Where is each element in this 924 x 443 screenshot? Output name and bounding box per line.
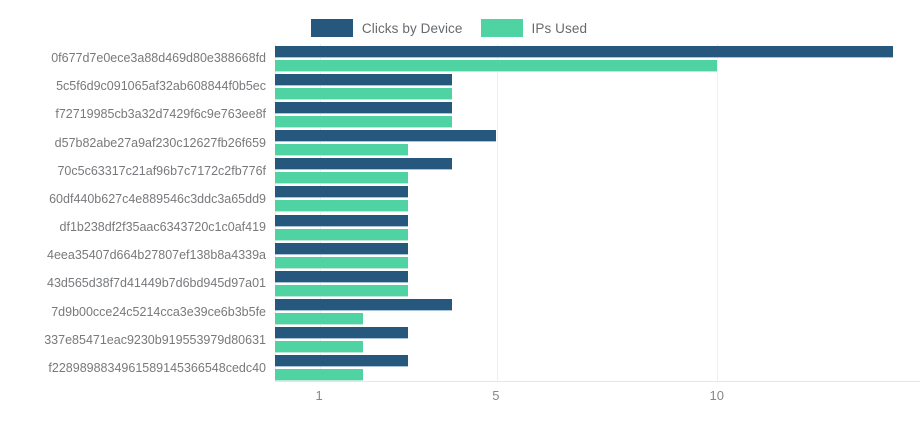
bar-group — [275, 354, 920, 382]
category-label: 337e85471eac9230b919553979d80631 — [44, 332, 266, 347]
category-label: 60df440b627c4e889546c3ddc3a65dd9 — [49, 191, 266, 206]
legend-item-clicks-by-device[interactable]: Clicks by Device — [310, 19, 463, 37]
clicks-by-device-bar[interactable] — [275, 158, 452, 170]
chart-row: f72719985cb3a32d7429f6c9e763ee8f — [0, 100, 920, 128]
ips-used-bar[interactable] — [275, 200, 408, 212]
ips-used-label: IPs Used — [531, 20, 588, 36]
category-label: f2289898834961589145366548cedc40 — [48, 360, 266, 375]
category-label: 5c5f6d9c091065af32ab608844f0b5ec — [56, 79, 266, 94]
bar-group — [275, 157, 920, 185]
category-label: 70c5c63317c21af96b7c7172c2fb776f — [57, 163, 266, 178]
bar-group — [275, 241, 920, 269]
ips-used-bar[interactable] — [275, 144, 408, 156]
ips-used-swatch — [480, 19, 523, 37]
gridline-x-5 — [496, 44, 498, 381]
plot-area — [275, 44, 920, 382]
bar-group — [275, 185, 920, 213]
clicks-by-device-label: Clicks by Device — [361, 20, 463, 36]
chart-rows: 0f677d7e0ece3a88d469d80e388668fd 5c5f6d9c… — [0, 44, 920, 382]
chart-row: 43d565d38f7d41449b7d6bd945d97a01 — [0, 269, 920, 297]
chart-row: df1b238df2f35aac6343720c1c0af419 — [0, 213, 920, 241]
chart-row: 337e85471eac9230b919553979d80631 — [0, 326, 920, 354]
x-tick-label: 5 — [492, 388, 500, 403]
bar-group — [275, 72, 920, 100]
ips-used-bar[interactable] — [275, 59, 717, 71]
chart-row: 4eea35407d664b27807ef138b8a4339a — [0, 241, 920, 269]
clicks-by-device-bar[interactable] — [275, 327, 408, 339]
category-label: 43d565d38f7d41449b7d6bd945d97a01 — [47, 276, 266, 291]
clicks-by-device-bar[interactable] — [275, 214, 408, 226]
bar-group — [275, 213, 920, 241]
clicks-by-device-bar[interactable] — [275, 242, 408, 254]
clicks-by-device-bar[interactable] — [275, 299, 452, 311]
ips-used-bar[interactable] — [275, 284, 408, 296]
category-label: df1b238df2f35aac6343720c1c0af419 — [59, 220, 266, 235]
chart-row: 60df440b627c4e889546c3ddc3a65dd9 — [0, 185, 920, 213]
legend-item-ips-used[interactable]: IPs Used — [480, 19, 588, 37]
clicks-by-device-bar[interactable] — [275, 270, 408, 282]
category-label: d57b82abe27a9af230c12627fb26f659 — [54, 135, 266, 150]
bar-group — [275, 298, 920, 326]
bar-group — [275, 269, 920, 297]
clicks-by-device-bar[interactable] — [275, 355, 408, 367]
ips-used-bar[interactable] — [275, 87, 452, 99]
clicks-by-device-bar[interactable] — [275, 101, 452, 113]
clicks-by-device-swatch — [310, 19, 353, 37]
ips-used-bar[interactable] — [275, 313, 364, 325]
category-label: 4eea35407d664b27807ef138b8a4339a — [47, 248, 266, 263]
bar-group — [275, 129, 920, 157]
gridline-x-1 — [320, 44, 322, 381]
category-label: f72719985cb3a32d7429f6c9e763ee8f — [55, 107, 266, 122]
chart-row: 0f677d7e0ece3a88d469d80e388668fd — [0, 44, 920, 72]
bar-group — [275, 326, 920, 354]
bar-group — [275, 44, 920, 72]
x-tick-label: 1 — [315, 388, 323, 403]
ips-used-bar[interactable] — [275, 228, 408, 240]
clicks-by-device-bar[interactable] — [275, 45, 894, 57]
clicks-by-device-bar[interactable] — [275, 73, 452, 85]
bar-group — [275, 100, 920, 128]
chart-row: 5c5f6d9c091065af32ab608844f0b5ec — [0, 72, 920, 100]
ips-used-bar[interactable] — [275, 172, 408, 184]
chart-row: 7d9b00cce24c5214cca3e39ce6b3b5fe — [0, 298, 920, 326]
clicks-by-device-bar[interactable] — [275, 130, 496, 142]
chart-row: f2289898834961589145366548cedc40 — [0, 354, 920, 382]
clicks-by-device-bar[interactable] — [275, 186, 408, 198]
ips-used-bar[interactable] — [275, 115, 452, 127]
category-label: 0f677d7e0ece3a88d469d80e388668fd — [51, 51, 266, 66]
category-label: 7d9b00cce24c5214cca3e39ce6b3b5fe — [51, 304, 266, 319]
x-tick-label: 10 — [709, 388, 724, 403]
chart-row: 70c5c63317c21af96b7c7172c2fb776f — [0, 157, 920, 185]
chart-row: d57b82abe27a9af230c12627fb26f659 — [0, 129, 920, 157]
x-axis: 1 5 10 — [0, 382, 924, 412]
gridline-x-10 — [717, 44, 719, 381]
ips-used-bar[interactable] — [275, 256, 408, 268]
chart-legend: Clicks by Device IPs Used — [0, 19, 898, 37]
ips-used-bar[interactable] — [275, 341, 364, 353]
ips-used-bar[interactable] — [275, 369, 364, 381]
